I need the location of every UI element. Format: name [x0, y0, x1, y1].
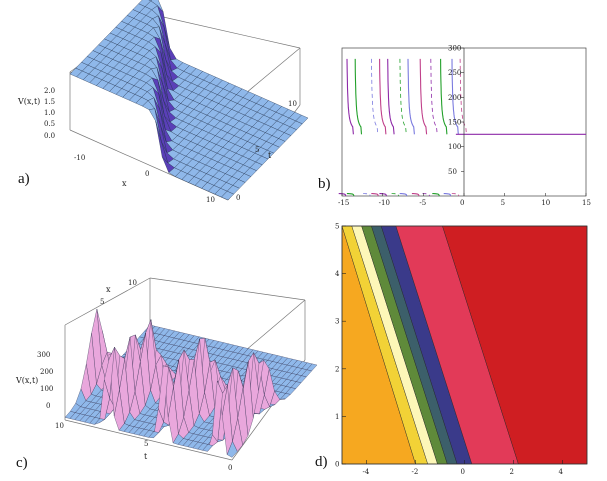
surface-patch [64, 411, 76, 419]
panel-b-curves [338, 48, 586, 197]
panel-c-x-tick: 5 [144, 440, 148, 448]
y-tick-label: 3 [335, 318, 339, 326]
series-line [354, 58, 363, 135]
panel-a-t-tick: 5 [255, 146, 259, 154]
panel-a-x-tick: 10 [206, 196, 215, 204]
panel-a-t-label: t [268, 151, 272, 160]
panel-b-label: b) [318, 176, 331, 192]
panel-c-x-tick: 10 [55, 422, 64, 430]
panel-a-z-tick: 1.5 [44, 98, 55, 106]
series-line [459, 58, 467, 135]
panel-a-t-tick: 0 [236, 194, 240, 202]
y-tick-label: 0 [335, 461, 339, 469]
panel-c-x-label: x [106, 285, 111, 294]
series-line [419, 58, 428, 135]
series-line [371, 58, 379, 135]
series-line [379, 58, 387, 135]
y-tick-label: 300 [448, 45, 461, 53]
series-line [411, 193, 420, 197]
x-tick-label: 0 [460, 199, 464, 207]
x-tick-label: 0 [461, 468, 465, 476]
series-line [407, 58, 415, 135]
panel-c: V(x,t) 300 200 100 0 10 5 0 t 10 5 x c) [15, 277, 318, 472]
y-tick-label: 1 [335, 413, 339, 421]
panel-d-contour [341, 225, 588, 465]
series-line [399, 58, 407, 135]
y-tick-label: 250 [448, 69, 461, 77]
panel-a-surface [69, 0, 309, 201]
x-tick-label: -4 [363, 468, 370, 476]
series-line [371, 193, 379, 197]
x-tick-label: -2 [412, 468, 419, 476]
panel-c-z-tick: 0 [46, 402, 50, 410]
panel-a-x-tick: 0 [145, 170, 149, 178]
y-tick-label: 50 [448, 168, 457, 176]
panel-d-label: d) [315, 454, 328, 470]
series-line [387, 58, 395, 135]
y-tick-label: 100 [448, 143, 461, 151]
x-tick-label: 4 [559, 468, 564, 476]
series-line [443, 193, 452, 197]
x-tick-label: 15 [582, 199, 591, 207]
panel-c-top-tick: 10 [128, 279, 137, 287]
panel-b: -15 -10 -5 0 5 10 15 300 250 200 150 100 50 b) [318, 45, 591, 208]
panel-b-ticks: -15 -10 -5 0 5 10 15 300 250 200 150 100 50 [338, 45, 591, 208]
panel-a: V(x,t) 2.0 1.5 1.0 0.5 0.0 -10 0 10 x 0 … [17, 0, 309, 204]
y-tick-label: 2 [335, 365, 339, 373]
series-line [451, 193, 460, 197]
panel-a-z-tick: 2.0 [44, 87, 55, 95]
panel-a-t-tick: 10 [288, 100, 297, 108]
panel-c-t-label: t [144, 452, 148, 461]
panel-a-label: a) [18, 171, 30, 187]
y-tick-label: 5 [335, 223, 339, 231]
x-tick-label: -10 [379, 199, 390, 207]
x-tick-label: -5 [419, 199, 426, 207]
series-line [451, 58, 459, 135]
panel-c-z-tick: 200 [40, 368, 53, 376]
panel-a-z-label: V(x,t) [17, 97, 40, 106]
y-tick-label: 200 [448, 94, 461, 102]
x-tick-label: 10 [541, 199, 550, 207]
x-tick-label: -15 [338, 199, 349, 207]
panel-c-z-label: V(x,t) [15, 376, 38, 385]
panel-c-x-tick: 0 [228, 464, 232, 472]
panel-a-z-tick: 0.5 [44, 120, 55, 128]
panel-c-z-tick: 100 [40, 385, 53, 393]
panel-c-box [64, 277, 306, 461]
panel-c-label: c) [16, 455, 28, 471]
y-tick-label: 150 [448, 119, 461, 127]
x-tick-label: 2 [510, 468, 514, 476]
panel-a-z-tick: 1.0 [44, 109, 55, 117]
panel-a-z-tick: 0.0 [44, 132, 55, 140]
x-tick-label: 5 [501, 199, 505, 207]
series-line [430, 58, 438, 135]
series-line [399, 193, 408, 197]
series-line [422, 193, 431, 197]
surface-patch [221, 191, 235, 201]
series-line [346, 58, 354, 135]
panel-d-ticks: -4 -2 0 2 4 5 4 3 2 1 0 [335, 223, 564, 477]
panel-c-surface [64, 308, 318, 458]
series-line [440, 58, 448, 135]
panel-a-x-label: x [122, 179, 127, 188]
series-line [391, 193, 400, 197]
series-line [432, 193, 440, 197]
panel-d: -4 -2 0 2 4 5 4 3 2 1 0 d) [315, 223, 588, 477]
panel-c-z-tick: 300 [37, 351, 50, 359]
series-line [363, 193, 371, 197]
panel-c-top-tick: 5 [100, 298, 104, 306]
series-line [346, 193, 355, 197]
panel-a-x-tick: -10 [74, 154, 85, 162]
y-tick-label: 4 [335, 270, 340, 278]
